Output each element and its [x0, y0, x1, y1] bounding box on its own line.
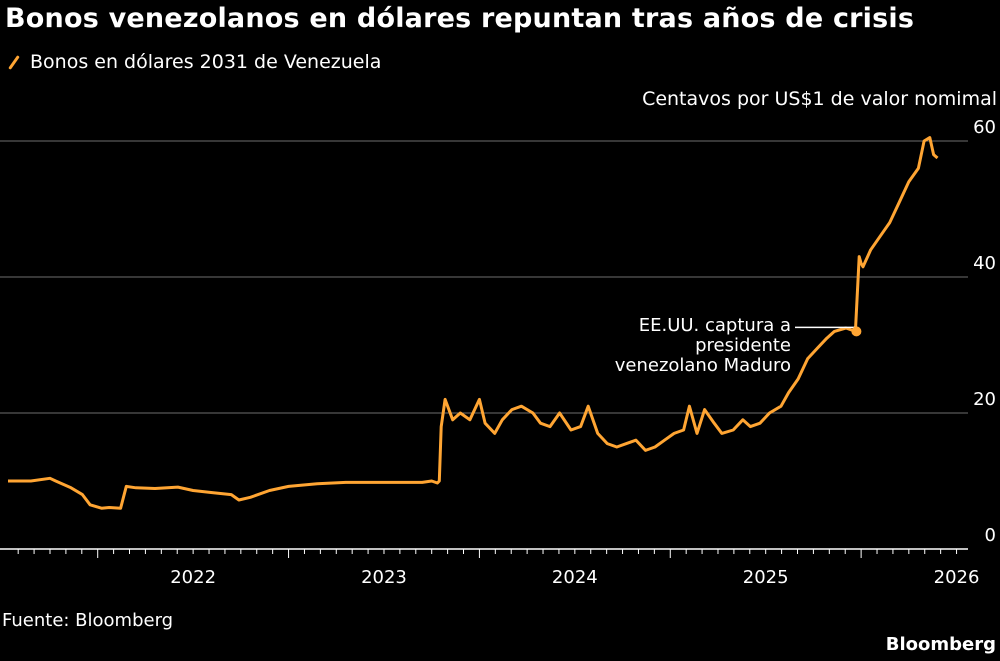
annotation-text: presidente — [695, 335, 791, 356]
x-tick-label: 2022 — [170, 567, 216, 588]
y-tick-label: 20 — [973, 389, 996, 410]
chart-title: Bonos venezolanos en dólares repuntan tr… — [5, 3, 915, 34]
series-line-0 — [8, 136, 939, 510]
source-note: Fuente: Bloomberg — [2, 610, 174, 631]
annotation-text: EE.UU. captura a — [639, 315, 791, 336]
annotation-marker — [851, 326, 862, 337]
annotation-text: venezolano Maduro — [615, 355, 791, 376]
x-tick-label: 2025 — [743, 567, 789, 588]
y-axis-unit-label: Centavos por US$1 de valor nomimal — [642, 88, 997, 110]
y-tick-label: 40 — [973, 253, 996, 274]
x-tick-label: 2026 — [934, 567, 980, 588]
x-tick-label: 2023 — [361, 567, 407, 588]
y-tick-label: 0 — [985, 525, 996, 546]
legend-label: Bonos en dólares 2031 de Venezuela — [30, 51, 382, 73]
brand-logo: Bloomberg — [885, 634, 996, 655]
legend: Bonos en dólares 2031 de Venezuela — [4, 51, 381, 73]
y-tick-label: 60 — [973, 117, 996, 138]
x-tick-label: 2024 — [552, 567, 598, 588]
